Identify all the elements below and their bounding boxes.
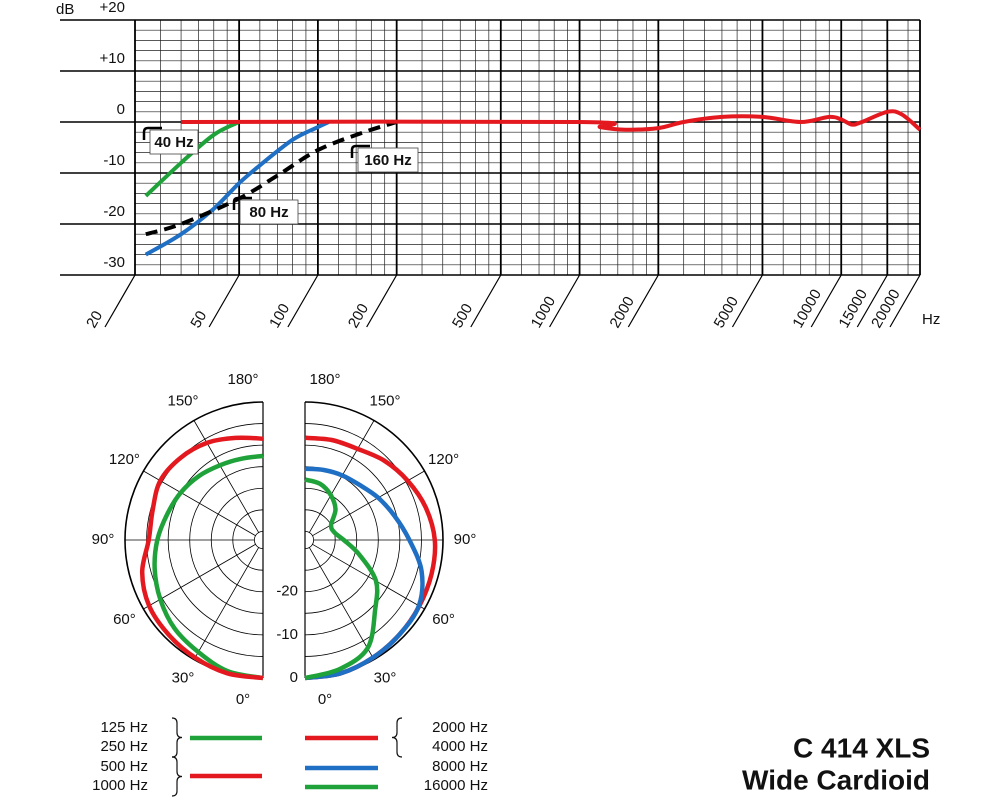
x-tick-mark — [810, 274, 842, 328]
x-tick-mark — [208, 274, 240, 328]
radial-tick-label: -10 — [276, 626, 298, 643]
filter-label-box — [239, 199, 299, 225]
y-tick-label: +10 — [100, 50, 125, 67]
angle-label: 0° — [236, 691, 250, 708]
x-tick-label: 10000 — [789, 286, 825, 331]
angle-label: 180° — [227, 371, 258, 388]
x-tick-label: 500 — [449, 301, 476, 331]
polar-ring — [304, 530, 315, 550]
radial-tick-label: 0 — [290, 669, 298, 686]
x-tick-label: 1000 — [528, 294, 559, 331]
x-tick-label: 5000 — [711, 294, 742, 331]
x-tick-mark — [731, 274, 763, 328]
y-tick-label: -10 — [103, 152, 125, 169]
x-tick-label: 20000 — [868, 286, 904, 331]
x-tick-mark — [104, 274, 136, 328]
legend-label: 500 Hz — [100, 758, 148, 775]
angle-label: 150° — [369, 392, 400, 409]
y-tick-label: 0 — [117, 101, 125, 118]
filter-label-box — [149, 129, 199, 155]
angle-label: 120° — [428, 451, 459, 468]
x-tick-mark — [627, 274, 659, 328]
x-tick-label: 20 — [83, 308, 106, 331]
x-axis-label: Hz — [922, 311, 940, 328]
y-tick-label: -30 — [103, 254, 125, 271]
x-tick-mark — [889, 274, 921, 328]
y-axis-label: dB — [56, 1, 74, 18]
y-tick-label: +20 — [100, 0, 125, 16]
polar-spoke — [193, 547, 260, 660]
x-tick-mark — [549, 274, 581, 328]
legend-label: 2000 Hz — [432, 719, 488, 736]
polar-spoke — [312, 543, 425, 610]
legend-label: 1000 Hz — [92, 777, 148, 794]
filter-symbol — [232, 196, 252, 210]
polar-spoke — [308, 547, 375, 660]
x-tick-label: 2000 — [607, 294, 638, 331]
x-tick-mark — [287, 274, 319, 328]
angle-label: 120° — [109, 451, 140, 468]
x-tick-label: 200 — [345, 301, 372, 331]
legend-label: 8000 Hz — [432, 758, 488, 775]
angle-label: 180° — [309, 371, 340, 388]
legend-label: 16000 Hz — [424, 777, 488, 794]
x-tick-label: 100 — [266, 301, 293, 331]
filter-label: 160 Hz — [364, 152, 412, 169]
filter-label-box — [357, 147, 419, 173]
polar-spoke — [193, 420, 260, 533]
filter-label: 80 Hz — [249, 204, 288, 221]
legend-brace — [171, 717, 183, 758]
angle-label: 90° — [454, 531, 477, 548]
legend-label: 4000 Hz — [432, 738, 488, 755]
polar-curve — [304, 477, 380, 681]
angle-label: 60° — [432, 611, 455, 628]
polar-curve — [139, 435, 264, 681]
filter-symbol — [350, 144, 370, 158]
legend-label: 250 Hz — [100, 738, 148, 755]
x-tick-mark — [856, 274, 888, 328]
filter-label: 40 Hz — [154, 134, 193, 151]
angle-label: 30° — [172, 670, 195, 687]
x-tick-label: 15000 — [835, 286, 871, 331]
model-title: C 414 XLS — [793, 732, 930, 763]
filter-symbol — [142, 126, 162, 140]
legend-label: 125 Hz — [100, 719, 148, 736]
response-curve — [145, 120, 398, 237]
angle-label: 90° — [92, 531, 115, 548]
legend-brace — [171, 756, 183, 797]
x-tick-mark — [470, 274, 502, 328]
radial-tick-label: -20 — [276, 583, 298, 600]
polar-curve — [152, 453, 264, 681]
angle-label: 60° — [113, 611, 136, 628]
angle-label: 0° — [318, 691, 332, 708]
polar-ring — [253, 530, 264, 550]
x-tick-mark — [366, 274, 398, 328]
angle-label: 150° — [167, 392, 198, 409]
response-curve — [144, 120, 330, 257]
x-tick-label: 50 — [187, 308, 210, 331]
angle-label: 30° — [374, 670, 397, 687]
y-tick-label: -20 — [103, 203, 125, 220]
response-curve — [181, 109, 922, 132]
legend-brace — [391, 717, 403, 758]
pattern-subtitle: Wide Cardioid — [742, 764, 930, 795]
polar-curve — [304, 466, 425, 681]
